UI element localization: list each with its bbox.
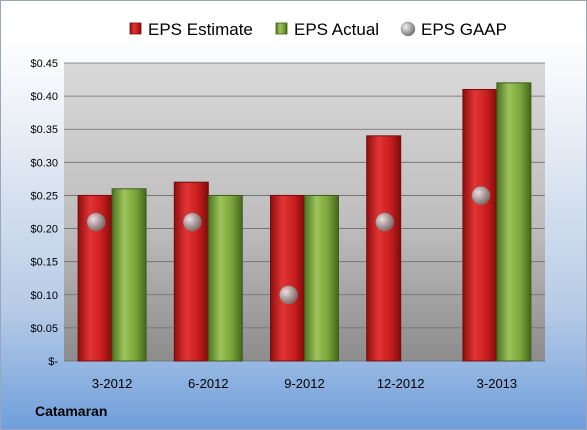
bar-eps-estimate [270,194,305,362]
y-tick-label: $0.10 [30,290,58,302]
bar-eps-actual [304,194,339,362]
y-tick-label: $0.05 [30,323,58,335]
y-tick-label: $0.15 [30,257,58,269]
legend-label: EPS Actual [294,20,379,39]
y-tick-label: $0.20 [30,224,58,236]
marker-eps-gaap [183,212,202,232]
marker-eps-gaap [279,285,298,305]
y-tick-label: $0.45 [30,58,58,70]
chart-legend: EPS Estimate EPS Actual EPS GAAP [129,20,507,39]
bar-eps-estimate [366,135,402,362]
y-tick-label: $0.25 [30,190,58,202]
legend-label: EPS Estimate [148,20,253,39]
y-tick-label: $0.40 [30,91,58,103]
y-tick-label: $0.35 [30,124,58,136]
marker-eps-gaap [471,186,491,205]
legend-swatch [400,21,416,37]
y-tick-label: $- [48,356,58,368]
y-tick-label: $0.30 [30,157,58,169]
bar-eps-actual [207,194,243,362]
legend-label: EPS GAAP [421,20,507,39]
x-category-label: 3-2012 [92,376,132,391]
company-label: Catamaran [35,403,108,419]
bar-eps-actual [496,82,532,362]
legend-swatch [275,22,288,35]
legend-swatch [129,22,142,35]
x-category-label: 9-2012 [284,376,324,391]
x-axis: 3-2012 6-2012 9-2012 12-2012 3-2013 [92,376,517,391]
bar-eps-estimate [173,181,209,362]
y-axis: $- $0.05 $0.10 $0.15 $0.20 $0.25 $0.30 $0.35 $0.… [30,58,58,368]
marker-eps-gaap [375,212,394,232]
gaap-markers [86,186,491,305]
x-category-label: 6-2012 [188,376,228,391]
bar-eps-actual [111,188,147,362]
bar-eps-estimate [462,88,498,362]
marker-eps-gaap [86,212,106,232]
bar-marks [77,82,532,362]
x-category-label: 12-2012 [377,376,425,391]
x-category-label: 3-2013 [477,376,517,391]
